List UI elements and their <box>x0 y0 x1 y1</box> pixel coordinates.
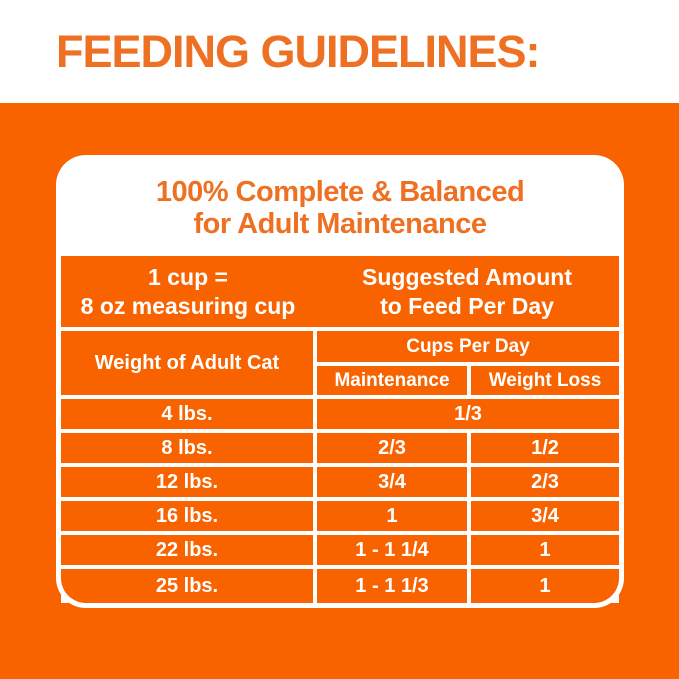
page-title: FEEDING GUIDELINES: <box>56 26 541 77</box>
column-header-cups-per-day: Cups Per Day <box>317 331 619 362</box>
column-header-weight: Weight of Adult Cat <box>61 331 313 395</box>
table-row-weight: 22 lbs. <box>61 535 313 565</box>
cup-measure-note: 1 cup = 8 oz measuring cup <box>61 263 315 321</box>
table-row-weight: 8 lbs. <box>61 433 313 463</box>
header-strip: FEEDING GUIDELINES: <box>0 0 679 103</box>
suggested-amount-note: Suggested Amount to Feed Per Day <box>315 263 619 321</box>
table-row-weight: 12 lbs. <box>61 467 313 497</box>
table-row-maintenance: 3/4 <box>317 467 467 497</box>
table-row-maintenance: 1 <box>317 501 467 531</box>
table-row-maintenance: 2/3 <box>317 433 467 463</box>
table-row-weight-loss: 3/4 <box>471 501 619 531</box>
suggested-line2: to Feed Per Day <box>380 292 554 319</box>
card-title: 100% Complete & Balanced for Adult Maint… <box>61 160 619 256</box>
table-row-weight-loss: 2/3 <box>471 467 619 497</box>
table-row-maintenance: 1 - 1 1/4 <box>317 535 467 565</box>
table-row-maintenance: 1/3 <box>317 399 619 429</box>
column-header-weight-loss: Weight Loss <box>471 366 619 395</box>
table-row-weight-loss: 1 <box>471 569 619 603</box>
card-title-line1: 100% Complete & Balanced <box>155 175 525 208</box>
guidelines-card: 100% Complete & Balanced for Adult Maint… <box>56 155 624 608</box>
card-title-line2: for Adult Maintenance <box>193 208 487 240</box>
cup-note-line1: 1 cup = <box>148 263 228 290</box>
table-row-weight: 4 lbs. <box>61 399 313 429</box>
table-top-band: 1 cup = 8 oz measuring cup Suggested Amo… <box>61 256 619 327</box>
table-row-weight: 25 lbs. <box>61 569 313 603</box>
table-row-weight-loss: 1 <box>471 535 619 565</box>
suggested-line1: Suggested Amount <box>362 263 572 290</box>
table-row-weight-loss: 1/2 <box>471 433 619 463</box>
column-header-maintenance: Maintenance <box>317 366 467 395</box>
feeding-table: 1 cup = 8 oz measuring cup Suggested Amo… <box>61 256 619 603</box>
orange-background: 100% Complete & Balanced for Adult Maint… <box>0 103 679 679</box>
cup-note-line2: 8 oz measuring cup <box>80 292 296 319</box>
table-row-maintenance: 1 - 1 1/3 <box>317 569 467 603</box>
table-row-weight: 16 lbs. <box>61 501 313 531</box>
